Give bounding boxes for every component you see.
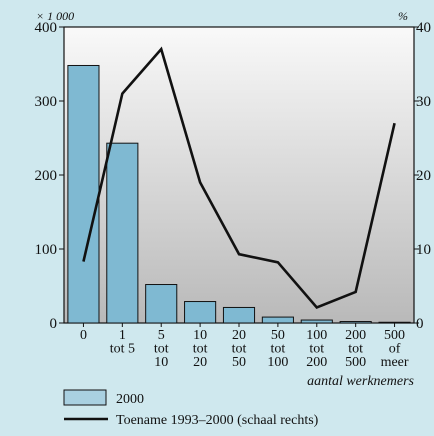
legend-line-label: Toename 1993–2000 (schaal rechts)	[116, 413, 319, 428]
right-unit-label: %	[398, 9, 408, 23]
left-tick-label-1: 100	[35, 242, 58, 258]
bar-7	[340, 322, 371, 323]
category-label-0: 0	[80, 328, 87, 343]
right-tick-label-2: 20	[416, 168, 431, 184]
right-tick-label-1: 10	[416, 242, 431, 258]
legend-bar-swatch	[64, 390, 106, 405]
bar-4	[223, 307, 254, 323]
left-tick-label-0: 0	[50, 316, 58, 332]
right-tick-label-0: 0	[416, 316, 424, 332]
right-tick-label-4: 40	[416, 20, 431, 36]
left-tick-label-2: 200	[35, 168, 58, 184]
left-unit-label: × 1 000	[36, 9, 74, 23]
x-axis-label: aantal werknemers	[307, 374, 414, 389]
bar-3	[185, 302, 216, 323]
legend-bar-label: 2000	[116, 392, 144, 407]
bar-5	[262, 317, 293, 323]
bar-0	[68, 65, 99, 323]
right-tick-label-3: 30	[416, 94, 431, 110]
bar-8	[379, 322, 410, 323]
bar-2	[146, 285, 177, 323]
bar-6	[301, 320, 332, 323]
bar-1	[107, 143, 138, 323]
left-tick-label-3: 300	[35, 94, 58, 110]
